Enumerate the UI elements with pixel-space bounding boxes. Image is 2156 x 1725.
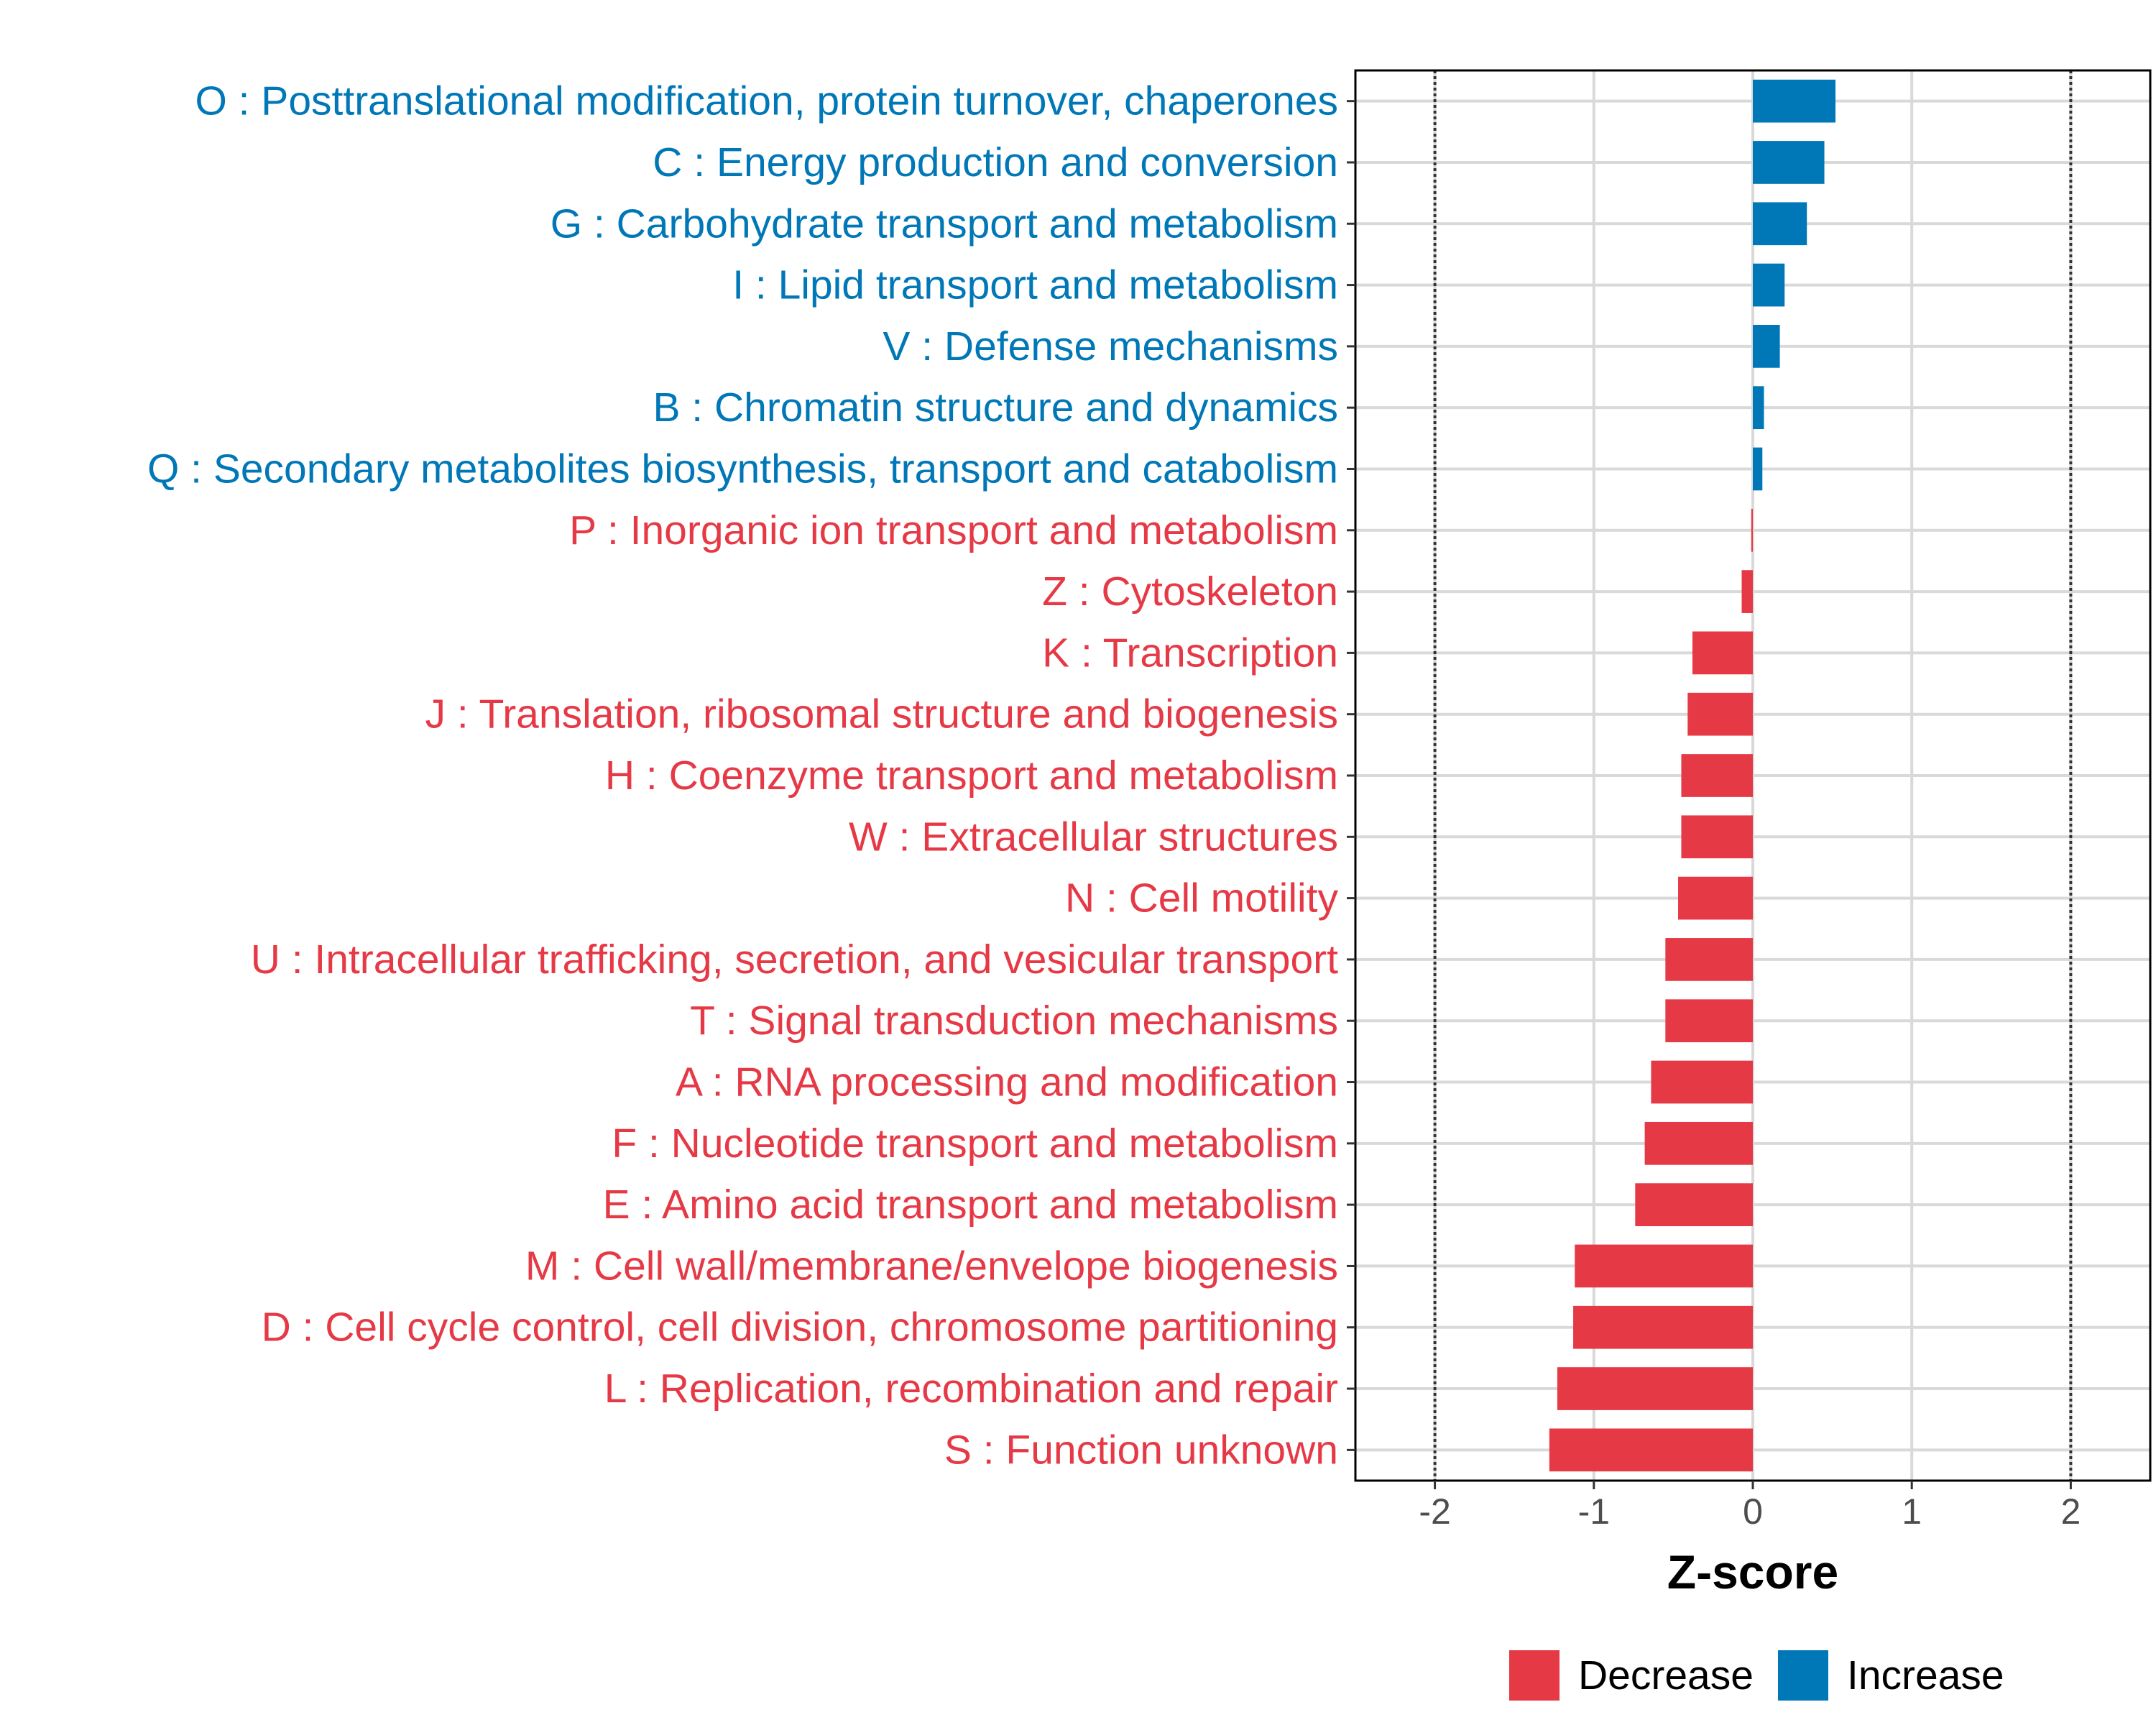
category-label: P : Inorganic ion transport and metaboli…	[569, 507, 1338, 553]
bar	[1681, 754, 1753, 797]
x-tick-label: 1	[1902, 1491, 1922, 1532]
category-label: E : Amino acid transport and metabolism	[603, 1182, 1338, 1228]
bar	[1681, 815, 1753, 859]
x-axis-title: Z-score	[1667, 1545, 1838, 1598]
legend: Decrease Increase	[1509, 1650, 2004, 1701]
bar	[1753, 202, 1807, 246]
category-label: O : Posttranslational modification, prot…	[195, 78, 1338, 124]
bar	[1753, 141, 1825, 184]
category-label: N : Cell motility	[1065, 875, 1339, 921]
category-label: A : RNA processing and modification	[676, 1059, 1338, 1105]
bar	[1665, 938, 1753, 981]
bar	[1549, 1428, 1753, 1472]
category-label: M : Cell wall/membrane/envelope biogenes…	[525, 1243, 1338, 1289]
bar	[1753, 447, 1763, 491]
legend-label: Increase	[1847, 1652, 2004, 1698]
category-label: V : Defense mechanisms	[883, 323, 1338, 369]
bar	[1753, 325, 1780, 368]
category-label: L : Replication, recombination and repai…	[604, 1366, 1338, 1412]
category-label: T : Signal transduction mechanisms	[690, 998, 1338, 1044]
category-label: H : Coenzyme transport and metabolism	[605, 753, 1338, 799]
x-tick-label: 2	[2060, 1491, 2081, 1532]
bar	[1741, 570, 1753, 613]
bars-layer	[1549, 79, 1836, 1472]
category-label: U : Intracellular trafficking, secretion…	[251, 937, 1338, 983]
category-label: S : Function unknown	[944, 1427, 1338, 1473]
legend-swatch	[1509, 1650, 1560, 1701]
x-tick-label: 0	[1743, 1491, 1763, 1532]
category-label: K : Transcription	[1042, 630, 1338, 676]
bar	[1573, 1305, 1753, 1349]
bar	[1665, 999, 1753, 1043]
bar	[1644, 1121, 1753, 1165]
bar	[1692, 631, 1753, 675]
category-label: D : Cell cycle control, cell division, c…	[262, 1305, 1338, 1351]
bar	[1651, 1060, 1753, 1104]
bar	[1753, 263, 1785, 307]
legend-label: Decrease	[1578, 1652, 1754, 1698]
category-label: B : Chromatin structure and dynamics	[653, 385, 1338, 431]
x-tick-label: -2	[1419, 1491, 1450, 1532]
bar	[1575, 1244, 1753, 1288]
bar	[1751, 508, 1753, 552]
category-label: F : Nucleotide transport and metabolism	[612, 1121, 1338, 1167]
category-label: G : Carbohydrate transport and metabolis…	[550, 201, 1338, 247]
category-label: J : Translation, ribosomal structure and…	[425, 691, 1338, 737]
bar	[1678, 876, 1753, 920]
bar	[1635, 1183, 1753, 1226]
bar	[1557, 1367, 1753, 1410]
bar	[1753, 386, 1764, 430]
category-label: Q : Secondary metabolites biosynthesis, …	[147, 446, 1338, 492]
y-axis: O : Posttranslational modification, prot…	[147, 78, 1355, 1473]
category-label: W : Extracellular structures	[849, 814, 1338, 860]
bar	[1753, 79, 1836, 123]
x-tick-label: -1	[1578, 1491, 1610, 1532]
category-label: C : Energy production and conversion	[653, 139, 1338, 185]
x-axis: -2 -1 0 1 2	[1419, 1481, 2081, 1532]
category-label: Z : Cytoskeleton	[1042, 569, 1338, 615]
bar	[1687, 692, 1753, 736]
category-label: I : Lipid transport and metabolism	[732, 262, 1338, 308]
legend-swatch	[1778, 1650, 1828, 1701]
